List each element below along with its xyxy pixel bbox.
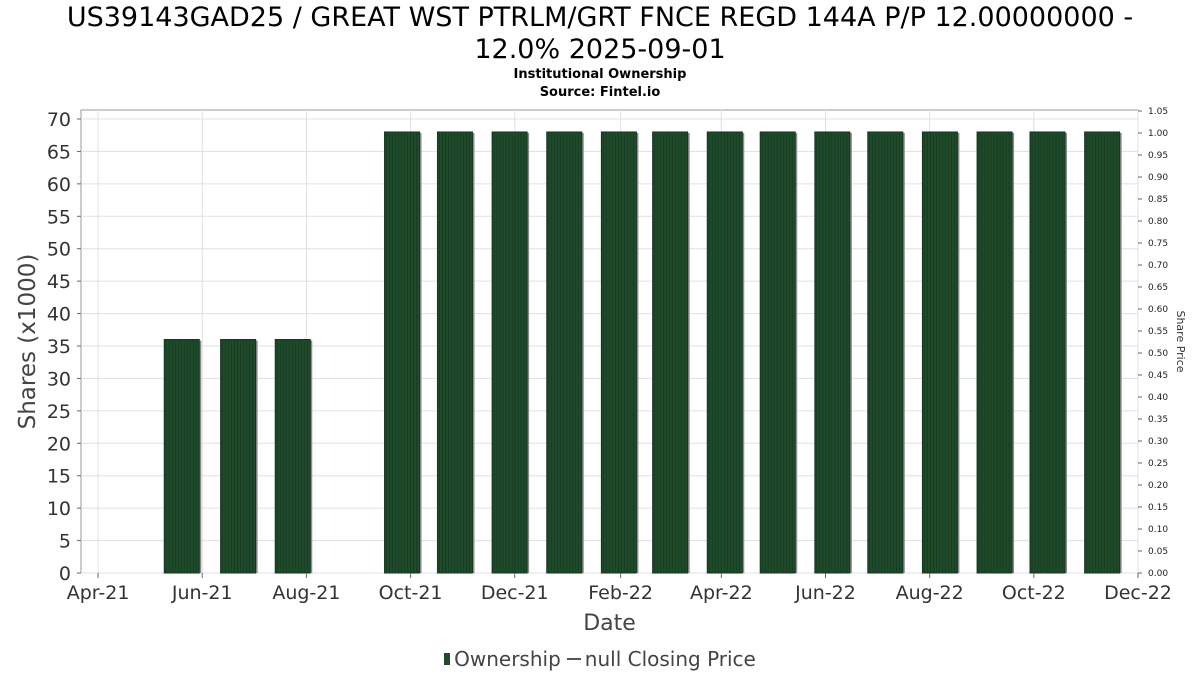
y-tick-label: 0 (59, 563, 71, 585)
y2-tick-label: 0.60 (1148, 305, 1168, 315)
y2-tick-label: 0.15 (1148, 503, 1168, 513)
y2-tick-label: 0.80 (1148, 217, 1168, 227)
x-tick-label: Apr-21 (67, 582, 130, 604)
x-tick-label: Feb-22 (588, 582, 653, 604)
y2-tick-label: 0.25 (1148, 459, 1168, 469)
chart-subtitle: Institutional Ownership (513, 67, 687, 82)
legend-price-label: null Closing Price (584, 647, 756, 671)
y2-tick-label: 0.00 (1148, 569, 1168, 579)
legend-ownership-swatch (444, 653, 451, 665)
y-tick-label: 20 (47, 433, 71, 455)
y2-tick-label: 0.85 (1148, 195, 1168, 205)
y2-tick-label: 1.00 (1148, 129, 1168, 139)
y-tick-label: 40 (47, 304, 71, 326)
y2-tick-label: 0.95 (1148, 151, 1168, 161)
x-tick-label: Apr-22 (690, 582, 753, 604)
x-tick-label: Dec-21 (481, 582, 549, 604)
x-axis-title: Date (583, 611, 636, 636)
y2-tick-label: 0.70 (1148, 261, 1168, 271)
legend: Ownership null Closing Price (0, 647, 1200, 671)
x-tick-label: Aug-21 (272, 582, 340, 604)
y2-tick-label: 0.05 (1148, 547, 1168, 557)
y-tick-label: 60 (47, 174, 71, 196)
y-tick-label: 35 (47, 336, 71, 358)
y2-axis-title: Share Price (1174, 310, 1187, 372)
y2-tick-label: 0.65 (1148, 283, 1168, 293)
y-tick-label: 70 (47, 109, 71, 131)
y-tick-label: 15 (47, 466, 71, 488)
x-tick-label: Dec-22 (1104, 582, 1172, 604)
y2-tick-label: 0.35 (1148, 415, 1168, 425)
y2-tick-label: 0.10 (1148, 525, 1168, 535)
y-tick-label: 10 (47, 498, 71, 520)
x-tick-label: Oct-22 (1002, 582, 1066, 604)
y-tick-label: 65 (47, 141, 71, 163)
y2-tick-label: 0.75 (1148, 239, 1168, 249)
y2-tick-label: 0.20 (1148, 481, 1168, 491)
y2-tick-label: 0.30 (1148, 437, 1168, 447)
legend-price-line-swatch (566, 658, 581, 660)
chart-title-line2: 12.0% 2025-09-01 (474, 34, 726, 65)
y-tick-label: 50 (47, 239, 71, 261)
chart-title-line1: US39143GAD25 / GREAT WST PTRLM/GRT FNCE … (66, 2, 1134, 33)
legend-ownership-label: Ownership (454, 647, 561, 671)
y2-tick-label: 0.45 (1148, 371, 1168, 381)
chart-title: US39143GAD25 / GREAT WST PTRLM/GRT FNCE … (0, 2, 1200, 66)
y-tick-label: 25 (47, 401, 71, 423)
y2-tick-label: 0.55 (1148, 327, 1168, 337)
x-tick-label: Oct-21 (379, 582, 443, 604)
y2-tick-label: 0.40 (1148, 393, 1168, 403)
y-tick-label: 45 (47, 271, 71, 293)
y-tick-label: 55 (47, 206, 71, 228)
x-tick-label: Jun-21 (171, 582, 233, 604)
x-tick-label: Aug-22 (896, 582, 964, 604)
y2-tick-label: 1.05 (1148, 107, 1168, 117)
y2-tick-label: 0.90 (1148, 173, 1168, 183)
y-tick-label: 5 (59, 531, 71, 553)
y-axis-title: Shares (x1000) (15, 254, 41, 430)
chart-source: Source: Fintel.io (539, 85, 661, 100)
y-tick-label: 30 (47, 368, 71, 390)
y2-tick-label: 0.50 (1148, 349, 1168, 359)
x-tick-label: Jun-22 (794, 582, 856, 604)
